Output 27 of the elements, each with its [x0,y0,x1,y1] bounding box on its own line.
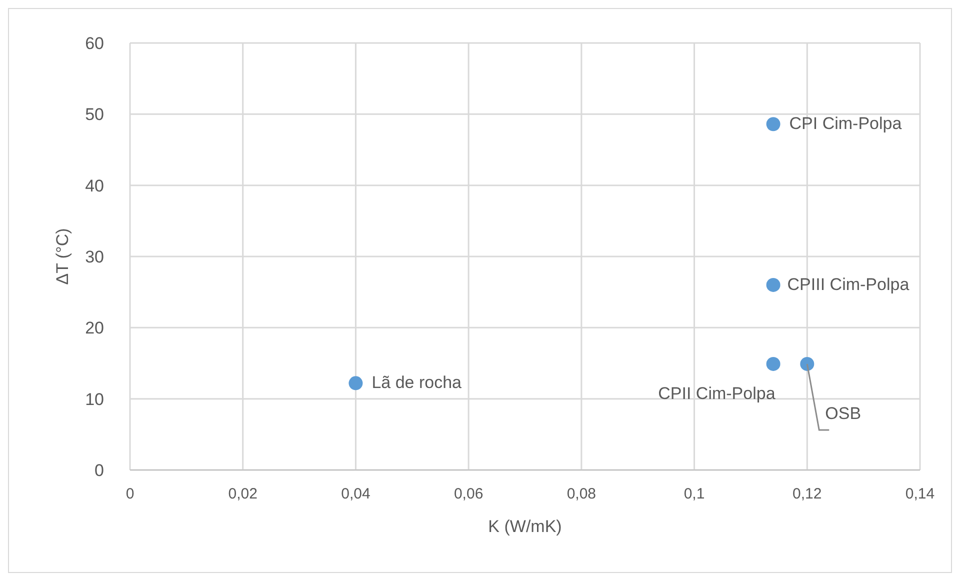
x-tick-label: 0,08 [566,486,596,503]
point [766,278,780,292]
x-tick-label: 0,02 [228,486,258,503]
y-tick-label: 40 [85,176,104,196]
y-tick-label: 20 [85,318,104,338]
annotation: OSB [825,404,862,423]
y-tick-label: 50 [85,105,104,124]
point [766,356,780,371]
y-tick-label: 10 [85,390,104,409]
point [348,376,363,390]
annotation: CPII Cim-Polpa [658,384,776,403]
point [766,117,780,132]
y-tick-label: 0 [94,461,104,480]
annotation: Lã de rocha [372,373,462,392]
x-tick-label: 0,1 [684,486,705,503]
x-tick-label: 0,14 [905,486,935,503]
x-axis-title: K (W/mK) [488,517,562,536]
y-tick-label: 60 [85,34,104,54]
annotation: CPIII Cim-Polpa [787,274,910,294]
x-tick-label: 0 [126,486,134,503]
x-tick-label: 0,04 [341,486,370,503]
annotation: CPI Cim-Polpa [789,114,902,134]
x-tick-label: 0,12 [792,486,822,503]
y-axis-title: ΔT (°C) [53,228,72,285]
x-tick-label: 0,06 [454,486,484,503]
point [800,356,814,371]
y-tick-label: 30 [85,248,104,267]
